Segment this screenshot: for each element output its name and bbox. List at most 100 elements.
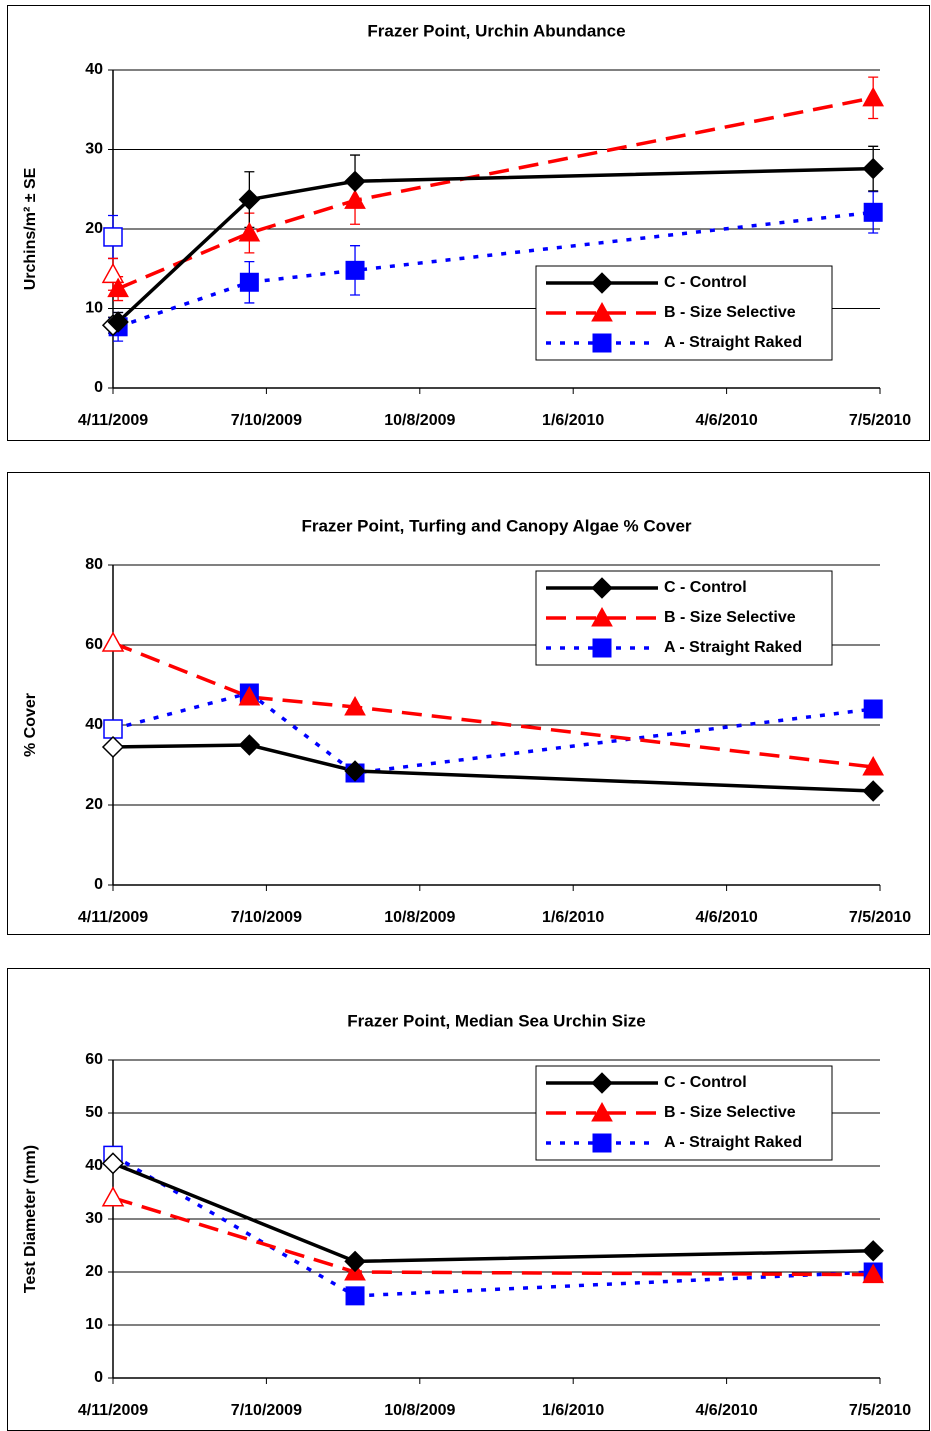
legend-label: A - Straight Raked xyxy=(664,334,802,351)
y-tick-label: 40 xyxy=(85,716,103,733)
marker xyxy=(591,1101,613,1122)
series-line xyxy=(112,691,874,775)
legend-label: C - Control xyxy=(664,579,747,596)
marker xyxy=(344,1250,366,1273)
marker xyxy=(101,631,125,652)
y-tick-label: 10 xyxy=(85,1316,103,1333)
marker xyxy=(101,735,125,759)
x-tick-label: 7/10/2009 xyxy=(231,412,302,429)
marker xyxy=(592,333,612,353)
y-tick-label: 60 xyxy=(85,1051,103,1068)
x-tick-label: 1/6/2010 xyxy=(542,412,604,429)
y-tick-label: 30 xyxy=(85,141,103,158)
legend: C - Control B - Size Selective A - Straigh… xyxy=(535,265,833,361)
y-tick-label: 40 xyxy=(85,1157,103,1174)
legend: C - Control B - Size Selective A - Straigh… xyxy=(535,1065,833,1161)
chart-border xyxy=(7,968,930,1431)
y-tick-label: 20 xyxy=(85,220,103,237)
x-tick-label: 10/8/2009 xyxy=(384,909,455,926)
y-tick-label: 20 xyxy=(85,1263,103,1280)
marker xyxy=(238,221,261,242)
marker xyxy=(101,1186,125,1207)
y-tick-label: 20 xyxy=(85,796,103,813)
marker xyxy=(107,311,129,333)
series-line xyxy=(112,641,874,769)
chart: Frazer Point, Turfing and Canopy Algae %… xyxy=(7,472,930,935)
marker xyxy=(592,1133,612,1153)
marker xyxy=(592,638,612,658)
marker xyxy=(239,272,259,292)
marker xyxy=(862,157,884,180)
x-tick-label: 4/11/2009 xyxy=(78,412,148,429)
marker xyxy=(591,1072,613,1094)
marker xyxy=(344,189,366,209)
x-tick-label: 10/8/2009 xyxy=(384,1402,455,1419)
legend-label: C - Control xyxy=(664,1074,747,1091)
marker xyxy=(107,277,129,298)
marker xyxy=(862,1240,884,1262)
y-tick-label: 80 xyxy=(85,556,103,573)
x-tick-label: 7/10/2009 xyxy=(231,909,302,926)
marker xyxy=(863,699,883,719)
marker xyxy=(103,227,123,247)
chart-border xyxy=(7,472,930,935)
marker xyxy=(862,1263,885,1284)
series-line xyxy=(112,743,874,793)
x-tick-label: 7/5/2010 xyxy=(849,909,911,926)
chart-title: Frazer Point, Urchin Abundance xyxy=(367,21,625,40)
marker xyxy=(591,301,613,322)
y-axis-label: % Cover xyxy=(22,693,39,757)
marker xyxy=(344,695,366,716)
marker xyxy=(103,719,123,739)
x-tick-label: 7/5/2010 xyxy=(849,1402,911,1419)
y-tick-label: 40 xyxy=(85,61,103,78)
series-line xyxy=(117,210,874,329)
y-tick-label: 0 xyxy=(94,876,103,893)
marker xyxy=(591,606,613,627)
marker xyxy=(862,780,884,802)
y-tick-label: 60 xyxy=(85,636,103,653)
x-tick-label: 10/8/2009 xyxy=(384,412,455,429)
x-tick-label: 4/6/2010 xyxy=(695,412,757,429)
x-tick-label: 7/5/2010 xyxy=(849,412,911,429)
marker xyxy=(345,260,365,280)
series-line xyxy=(116,166,874,324)
x-tick-label: 4/11/2009 xyxy=(78,909,148,926)
x-tick-label: 4/6/2010 xyxy=(695,909,757,926)
y-tick-label: 50 xyxy=(85,1104,103,1121)
x-tick-label: 4/6/2010 xyxy=(695,1402,757,1419)
y-axis-label: Urchins/m² ± SE xyxy=(22,167,39,290)
x-tick-label: 1/6/2010 xyxy=(542,1402,604,1419)
y-tick-label: 10 xyxy=(85,300,103,317)
marker xyxy=(345,1286,365,1306)
x-tick-label: 1/6/2010 xyxy=(542,909,604,926)
chart-title: Frazer Point, Turfing and Canopy Algae %… xyxy=(301,516,691,535)
legend-label: A - Straight Raked xyxy=(664,1134,802,1151)
marker xyxy=(238,685,261,706)
chart: Frazer Point, Median Sea Urchin Size Test… xyxy=(7,968,930,1431)
marker xyxy=(863,202,883,222)
legend-label: B - Size Selective xyxy=(664,609,796,626)
marker xyxy=(238,188,261,211)
legend-label: B - Size Selective xyxy=(664,304,796,321)
legend-label: B - Size Selective xyxy=(664,1104,796,1121)
legend: C - Control B - Size Selective A - Straigh… xyxy=(535,570,833,666)
marker xyxy=(591,577,613,599)
y-axis-label: Test Diameter (mm) xyxy=(22,1145,39,1293)
x-tick-label: 4/11/2009 xyxy=(78,1402,148,1419)
chart: Frazer Point, Urchin Abundance Urchins/m²… xyxy=(7,5,930,441)
x-tick-label: 7/10/2009 xyxy=(231,1402,302,1419)
marker xyxy=(344,760,366,782)
y-tick-label: 0 xyxy=(94,1369,103,1386)
marker xyxy=(862,86,885,107)
marker xyxy=(101,1152,125,1175)
marker xyxy=(591,272,613,294)
chart-border xyxy=(7,5,930,441)
marker xyxy=(862,755,885,776)
legend-label: C - Control xyxy=(664,274,747,291)
legend-label: A - Straight Raked xyxy=(664,639,802,656)
y-tick-label: 0 xyxy=(94,379,103,396)
marker xyxy=(344,170,366,193)
chart-title: Frazer Point, Median Sea Urchin Size xyxy=(347,1011,646,1030)
